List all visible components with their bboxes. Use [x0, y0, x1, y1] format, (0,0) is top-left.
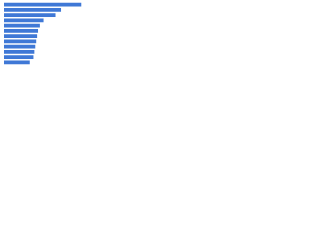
- bar: [4, 2, 82, 7]
- bar: [4, 44, 36, 49]
- bar: [4, 23, 40, 28]
- bar: [4, 28, 39, 33]
- bar: [4, 49, 35, 54]
- bar: [4, 60, 30, 65]
- chart: [4, 2, 82, 65]
- bar: [4, 13, 56, 18]
- bar: [4, 39, 37, 44]
- page: {"chart_data": {"type": "bar", "orientat…: [0, 0, 100, 71]
- bar: [4, 55, 34, 60]
- bar: [4, 34, 38, 39]
- bar: [4, 18, 44, 23]
- bar: [4, 7, 62, 12]
